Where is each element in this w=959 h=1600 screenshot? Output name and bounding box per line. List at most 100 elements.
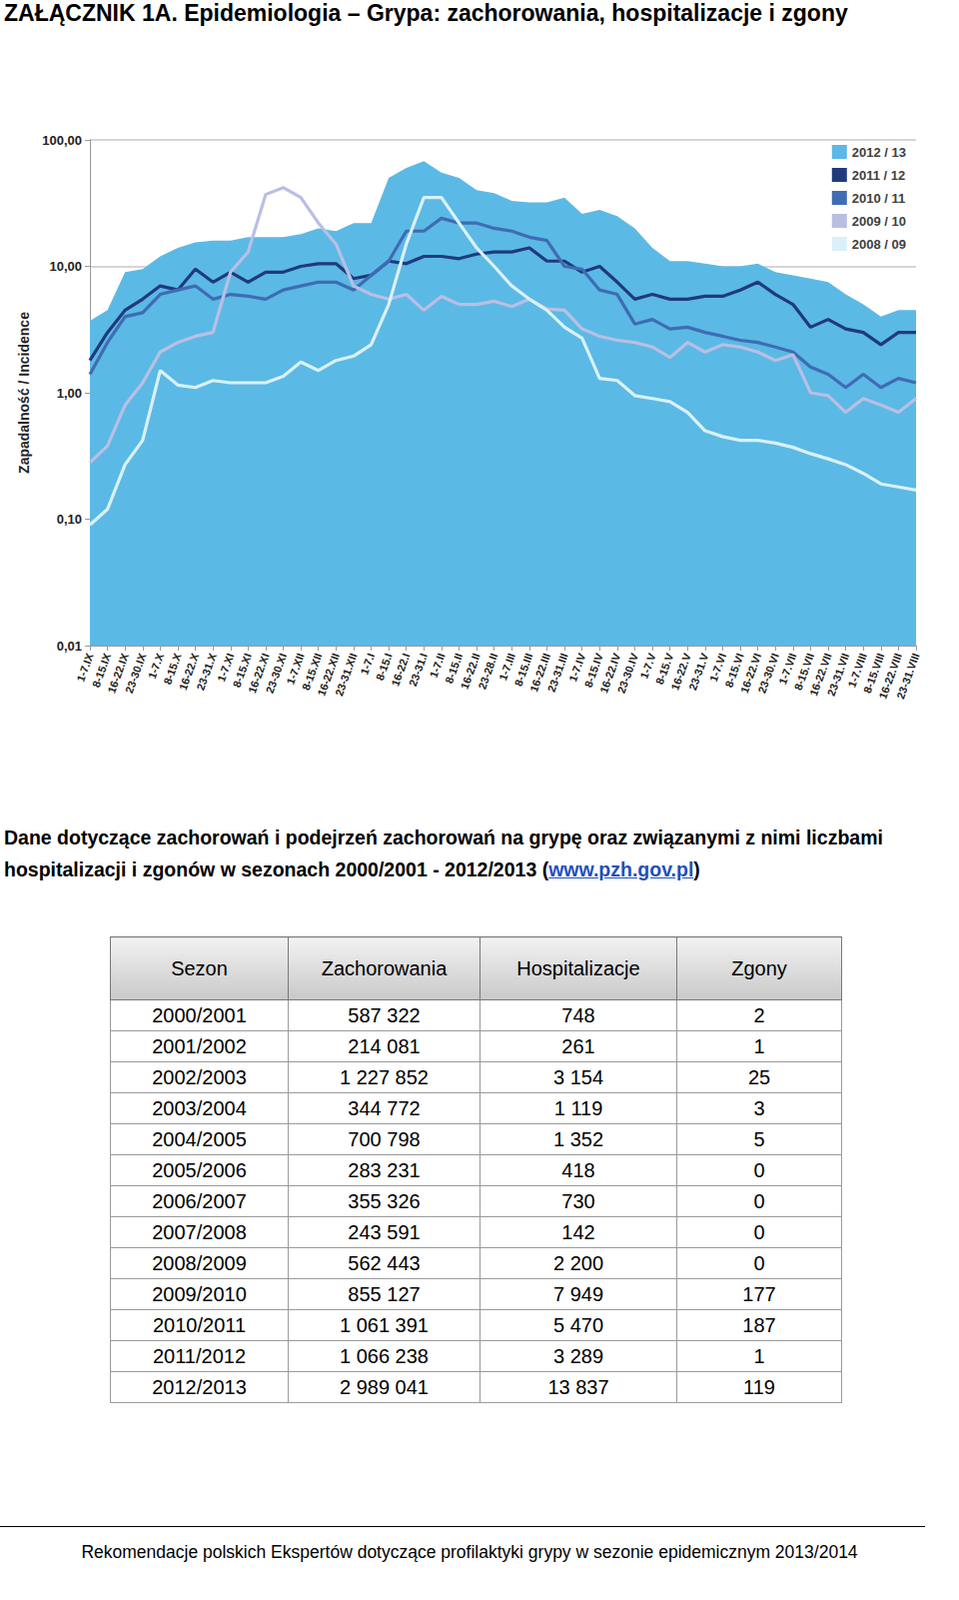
svg-text:0,10: 0,10 bbox=[56, 511, 82, 527]
svg-text:16-22.XI: 16-22.XI bbox=[245, 651, 272, 695]
svg-text:8-15.IX: 8-15.IX bbox=[89, 651, 114, 689]
html-text:2006/2007: 2006/2007 bbox=[152, 1189, 247, 1212]
svg-text:8-15.XII: 8-15.XII bbox=[299, 651, 325, 692]
svg-text:23-31.X: 23-31.X bbox=[193, 650, 219, 692]
svg-text:8-15.V: 8-15.V bbox=[653, 651, 676, 686]
html-text:2005/2006: 2005/2006 bbox=[152, 1158, 247, 1181]
html-text:2008/2009: 2008/2009 bbox=[152, 1251, 247, 1274]
svg-text:1-7.VII: 1-7.VII bbox=[776, 651, 799, 686]
html-text:13 837: 13 837 bbox=[547, 1375, 609, 1398]
svg-text:23-28.II: 23-28.II bbox=[475, 651, 500, 691]
html-text:748: 748 bbox=[561, 1003, 596, 1026]
html-text:2011/2012: 2011/2012 bbox=[152, 1344, 246, 1367]
html-text:5 470: 5 470 bbox=[553, 1313, 604, 1336]
svg-text:23-31.III: 23-31.III bbox=[545, 651, 571, 694]
svg-text:8-15.X: 8-15.X bbox=[161, 651, 184, 686]
html-text:344 772: 344 772 bbox=[347, 1096, 421, 1119]
html-text:2004/2005: 2004/2005 bbox=[152, 1127, 247, 1150]
svg-text:23-30.VI: 23-30.VI bbox=[755, 651, 781, 695]
html-text:243 591: 243 591 bbox=[347, 1220, 421, 1243]
html-text:2 989 041: 2 989 041 bbox=[339, 1375, 429, 1398]
svg-text:8-15.VIII: 8-15.VIII bbox=[861, 651, 887, 695]
svg-text:8-15.III: 8-15.III bbox=[511, 651, 535, 688]
svg-text:23-31.I: 23-31.I bbox=[406, 651, 430, 688]
svg-text:1-7.XII: 1-7.XII bbox=[284, 651, 307, 686]
svg-text:23-31.V: 23-31.V bbox=[686, 650, 712, 692]
svg-text:8-15.VI: 8-15.VI bbox=[722, 651, 746, 689]
svg-text:23-30.IV: 23-30.IV bbox=[615, 650, 642, 695]
html-text:261: 261 bbox=[561, 1034, 596, 1057]
html-text:2003/2004: 2003/2004 bbox=[152, 1096, 247, 1119]
svg-text:2011 / 12: 2011 / 12 bbox=[852, 167, 907, 183]
html-text:855 127: 855 127 bbox=[347, 1282, 421, 1305]
svg-text:23-31.XII: 23-31.XII bbox=[332, 651, 360, 698]
html-text:1 352: 1 352 bbox=[553, 1127, 604, 1150]
html-text:3 154: 3 154 bbox=[553, 1065, 604, 1088]
html-text:355 326: 355 326 bbox=[347, 1189, 421, 1212]
svg-text:8-15.XI: 8-15.XI bbox=[230, 651, 254, 689]
html-text:2001/2002: 2001/2002 bbox=[152, 1034, 247, 1057]
svg-text:1-7.I: 1-7.I bbox=[357, 651, 377, 677]
html-text:2012/2013: 2012/2013 bbox=[152, 1375, 247, 1398]
html-text:3 289: 3 289 bbox=[553, 1344, 604, 1367]
html-text:2002/2003: 2002/2003 bbox=[152, 1065, 247, 1088]
html-text:Hospitalizacje: Hospitalizacje bbox=[516, 956, 641, 979]
svg-text:1-7.XI: 1-7.XI bbox=[214, 651, 237, 683]
svg-text:16-22.VII: 16-22.VII bbox=[807, 651, 834, 698]
html-text:2010/2011: 2010/2011 bbox=[152, 1313, 246, 1336]
html-text:1 066 238: 1 066 238 bbox=[339, 1344, 429, 1367]
svg-text:8-15.VII: 8-15.VII bbox=[791, 651, 817, 692]
svg-text:16-22.III: 16-22.III bbox=[527, 651, 553, 694]
svg-text:2010 / 11: 2010 / 11 bbox=[852, 190, 907, 206]
svg-text:16-22.IV: 16-22.IV bbox=[597, 651, 623, 695]
svg-text:0,01: 0,01 bbox=[56, 638, 82, 654]
html-text:562 443: 562 443 bbox=[347, 1251, 421, 1274]
svg-text:23-31.VIII: 23-31.VIII bbox=[894, 651, 923, 701]
html-text:142: 142 bbox=[561, 1220, 596, 1243]
svg-text:100,00: 100,00 bbox=[41, 132, 82, 148]
svg-text:16-22.XII: 16-22.XII bbox=[315, 651, 342, 698]
svg-text:1-7.VIII: 1-7.VIII bbox=[845, 651, 869, 689]
html-text:177: 177 bbox=[742, 1282, 776, 1305]
svg-text:8-15.II: 8-15.II bbox=[442, 651, 465, 685]
svg-text:2012 / 13: 2012 / 13 bbox=[852, 144, 907, 160]
html-text:1 061 391: 1 061 391 bbox=[339, 1313, 429, 1336]
html-text:187: 187 bbox=[742, 1313, 776, 1336]
svg-text:16-22.I: 16-22.I bbox=[388, 651, 412, 688]
html-text:2009/2010: 2009/2010 bbox=[152, 1282, 247, 1305]
html-text:Sezon: Sezon bbox=[170, 956, 228, 979]
svg-text:16-22.V: 16-22.V bbox=[668, 651, 694, 692]
html-text:2000/2001: 2000/2001 bbox=[152, 1003, 247, 1026]
html-text:Zachorowania: Zachorowania bbox=[321, 956, 447, 979]
html-text:2 200: 2 200 bbox=[553, 1251, 604, 1274]
html-text:700 798: 700 798 bbox=[347, 1127, 421, 1150]
html-text:283 231: 283 231 bbox=[347, 1158, 421, 1181]
html-text:2007/2008: 2007/2008 bbox=[152, 1220, 247, 1243]
svg-text:16-22.X: 16-22.X bbox=[176, 651, 201, 692]
html-text:ZAŁĄCZNIK 1A. Epidemiologia –: ZAŁĄCZNIK 1A. Epidemiologia – Grypa: zac… bbox=[3, 0, 848, 26]
svg-text:16-22.VI: 16-22.VI bbox=[738, 651, 764, 695]
svg-text:2009 / 10: 2009 / 10 bbox=[852, 213, 907, 229]
html-text:119: 119 bbox=[743, 1375, 776, 1398]
svg-text:23-30.IX: 23-30.IX bbox=[122, 650, 149, 695]
svg-text:1,00: 1,00 bbox=[56, 385, 82, 401]
svg-text:2008 / 09: 2008 / 09 bbox=[852, 236, 907, 252]
html-text:Dane dotyczące zachorowań i po: Dane dotyczące zachorowań i podejrzeń za… bbox=[3, 826, 883, 881]
svg-text:8-15.IV: 8-15.IV bbox=[581, 651, 606, 689]
svg-text:10,00: 10,00 bbox=[48, 258, 82, 274]
svg-text:23-30.XI: 23-30.XI bbox=[263, 651, 289, 695]
svg-text:23-31.VII: 23-31.VII bbox=[825, 651, 853, 698]
html-text:587 322: 587 322 bbox=[347, 1003, 421, 1026]
html-text:1 227 852: 1 227 852 bbox=[339, 1065, 429, 1088]
svg-text:16-22.IX: 16-22.IX bbox=[105, 651, 131, 695]
html-text:7 949: 7 949 bbox=[553, 1282, 604, 1305]
html-text:214 081: 214 081 bbox=[347, 1034, 421, 1057]
html-text:1 119: 1 119 bbox=[554, 1096, 603, 1119]
html-text:730: 730 bbox=[561, 1189, 596, 1212]
html-text:Zgony: Zgony bbox=[731, 956, 787, 979]
svg-text:16-22.VIII: 16-22.VIII bbox=[876, 651, 905, 701]
svg-text:16-22.II: 16-22.II bbox=[458, 651, 483, 691]
html-text:25: 25 bbox=[748, 1065, 771, 1088]
html-text:418: 418 bbox=[561, 1158, 596, 1181]
svg-text:Zapadalność / Incidence: Zapadalność / Incidence bbox=[15, 311, 32, 474]
